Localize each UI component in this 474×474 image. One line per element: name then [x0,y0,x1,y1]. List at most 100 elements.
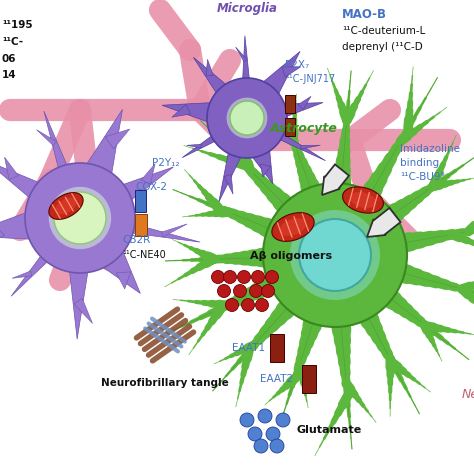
Polygon shape [219,148,243,202]
Polygon shape [161,224,187,237]
Polygon shape [12,271,32,278]
Circle shape [263,183,407,327]
Polygon shape [116,272,131,289]
Polygon shape [236,47,247,62]
Text: Microglia: Microglia [217,2,277,15]
Circle shape [266,427,280,441]
Polygon shape [105,129,130,149]
Polygon shape [11,250,53,296]
Polygon shape [172,104,191,117]
Polygon shape [116,167,173,204]
Polygon shape [206,59,213,76]
Polygon shape [260,164,271,177]
Text: ¹¹C-BU9⁹: ¹¹C-BU9⁹ [400,172,445,182]
Circle shape [270,439,284,453]
Circle shape [207,78,287,158]
Text: ¹¹C-deuterium-L: ¹¹C-deuterium-L [342,26,425,36]
Circle shape [254,439,268,453]
Polygon shape [350,192,376,208]
Polygon shape [260,52,300,98]
Text: binding: binding [400,158,439,168]
Polygon shape [182,133,220,158]
Polygon shape [301,145,320,149]
Text: Glutamate: Glutamate [297,425,362,435]
Circle shape [240,413,254,427]
Text: EAAT2: EAAT2 [260,374,293,384]
Polygon shape [298,96,311,109]
Text: 14: 14 [2,70,17,80]
Circle shape [211,271,225,283]
Polygon shape [282,67,301,77]
Bar [135,214,147,236]
Polygon shape [98,246,140,293]
Circle shape [258,409,272,423]
Text: P2Y₁₂: P2Y₁₂ [152,158,180,168]
Polygon shape [275,131,326,161]
Polygon shape [83,109,122,180]
Circle shape [49,187,111,249]
Text: EAAT1: EAAT1 [232,343,265,353]
Circle shape [54,192,106,244]
Polygon shape [272,213,314,241]
Circle shape [248,427,262,441]
Circle shape [265,271,279,283]
Bar [285,118,295,136]
Circle shape [276,413,290,427]
Polygon shape [0,160,46,202]
Polygon shape [250,146,273,183]
FancyArrow shape [322,164,349,195]
Polygon shape [279,102,323,118]
Polygon shape [343,187,383,213]
Bar [285,95,295,113]
Circle shape [241,299,255,311]
Circle shape [234,284,246,298]
Text: Neurofibrillary tangle: Neurofibrillary tangle [101,378,229,388]
Text: ¹¹C-NE40: ¹¹C-NE40 [122,250,166,260]
Circle shape [262,284,274,298]
Polygon shape [5,157,18,180]
Circle shape [299,219,371,291]
FancyArrow shape [367,208,401,237]
Polygon shape [0,225,5,247]
Circle shape [249,284,263,298]
Polygon shape [49,192,83,219]
Text: ¹¹C-JNJ717: ¹¹C-JNJ717 [285,74,335,84]
Circle shape [230,101,264,135]
Circle shape [226,299,238,311]
Polygon shape [44,111,70,175]
Polygon shape [193,57,230,97]
Polygon shape [36,129,56,146]
Text: deprenyl (¹¹C-D: deprenyl (¹¹C-D [342,42,423,52]
Polygon shape [69,264,89,339]
Circle shape [252,271,264,283]
Polygon shape [74,299,92,323]
Text: Aβ oligomers: Aβ oligomers [250,251,332,261]
Circle shape [227,98,267,138]
Polygon shape [0,210,36,239]
Text: MAO-B: MAO-B [342,8,387,21]
Circle shape [255,299,268,311]
Polygon shape [224,174,233,194]
Polygon shape [162,102,215,123]
Text: ¹¹C-: ¹¹C- [2,37,23,47]
Polygon shape [280,218,306,236]
Text: Imidazoline: Imidazoline [400,144,460,154]
Text: Ne: Ne [462,389,474,401]
Polygon shape [242,36,250,84]
Circle shape [290,210,380,300]
Text: COX-2: COX-2 [135,182,167,192]
Polygon shape [187,144,201,148]
Polygon shape [141,164,155,184]
Text: 06: 06 [2,54,17,64]
Circle shape [218,284,230,298]
Text: Astrocyte: Astrocyte [270,122,338,135]
Bar [270,334,284,362]
Polygon shape [55,198,77,214]
Bar [302,365,316,393]
Circle shape [237,271,250,283]
Text: CB2R: CB2R [122,235,150,245]
Circle shape [25,163,135,273]
Circle shape [224,271,237,283]
Text: ¹¹195: ¹¹195 [2,20,33,30]
Text: P2X₇: P2X₇ [285,60,309,70]
